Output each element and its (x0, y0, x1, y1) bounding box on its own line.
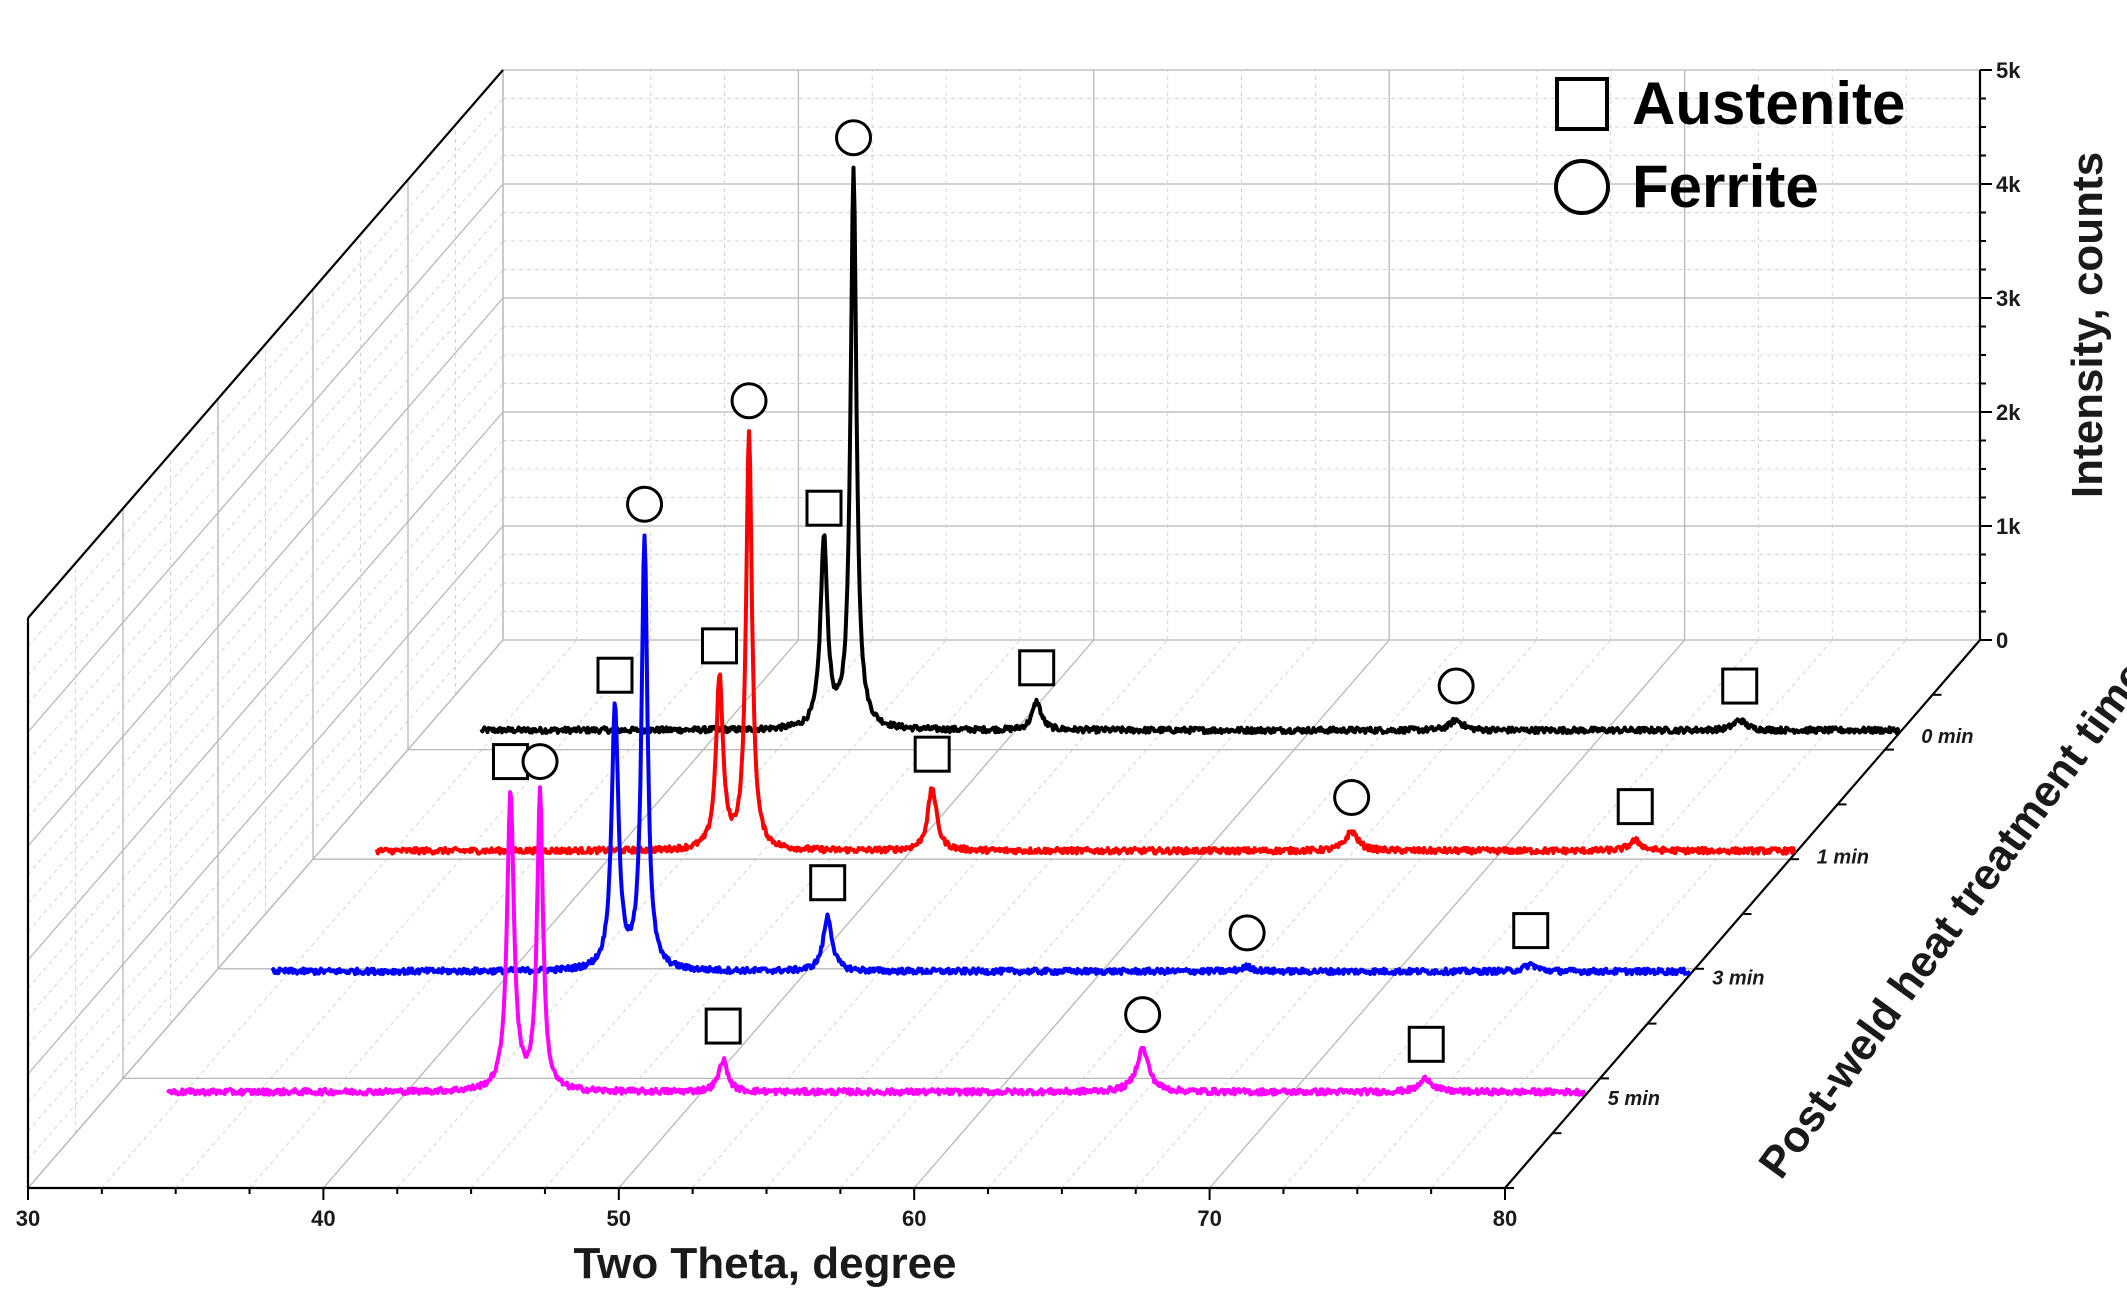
series-line-1-min (374, 429, 1797, 856)
austenite-square-marker (596, 656, 634, 694)
floor-diag (839, 639, 1316, 1189)
series-traces: 0 min 1 min 3 min 5 min (166, 165, 1974, 1110)
legend-label-austenite: Austenite (1632, 70, 1905, 137)
y-tick-label: 3k (1996, 286, 2021, 311)
series-label: 1 min (1817, 847, 1869, 869)
left-wall-diag (27, 354, 504, 904)
austenite-square-marker (1721, 667, 1759, 705)
ferrite-circle-marker (835, 119, 873, 157)
floor-diag (1430, 639, 1907, 1189)
ferrite-circle-marker (1437, 667, 1475, 705)
floor-diag (987, 639, 1464, 1189)
floor-diag (1061, 639, 1538, 1189)
y-tick-label: 5k (1996, 58, 2021, 83)
left-wall-diag (27, 297, 504, 847)
x-tick-label: 80 (1493, 1206, 1517, 1231)
austenite-square-marker (700, 627, 738, 665)
legend: Austenite Ferrite (1554, 70, 1905, 220)
y-tick-label: 0 (1996, 628, 2008, 653)
ferrite-circle-marker (1228, 914, 1266, 952)
left-wall-diag (27, 554, 504, 1103)
ferrite-circle-marker (1333, 778, 1371, 816)
floor-diag (175, 639, 652, 1189)
austenite-square-marker (704, 1007, 742, 1045)
left-wall-diag (27, 497, 504, 1046)
ferrite-circle-marker (626, 485, 664, 523)
floor-diag (322, 639, 799, 1189)
y-tick-label: 1k (1996, 514, 2021, 539)
floor-diag (544, 639, 1021, 1189)
ferrite-circle-marker (730, 382, 768, 420)
austenite-square-marker (1512, 912, 1550, 950)
x-tick-label: 60 (902, 1206, 926, 1231)
floor-diag (470, 639, 947, 1189)
austenite-square-marker (1407, 1025, 1445, 1063)
tick-labels: 30 40 50 60 70 80 0 1k 2k 3k 4k 5k (16, 58, 2021, 1231)
frame-edge (27, 69, 504, 619)
left-wall-diag (27, 98, 504, 647)
floor-diag (766, 639, 1242, 1189)
left-wall-diag (27, 240, 504, 790)
left-wall (27, 69, 504, 1189)
series-label: 0 min (1921, 726, 1973, 748)
floor-diag (249, 639, 725, 1189)
series-line-0-min (479, 165, 1901, 736)
floor-diag (101, 639, 578, 1189)
plot-frame (26, 69, 1992, 1200)
ferrite-circle-marker (521, 743, 559, 781)
floor-grid (27, 639, 1981, 1189)
austenite-square-marker (1616, 788, 1654, 826)
series-line-5-min (166, 785, 1587, 1097)
x-axis-title: Two Theta, degree (573, 1239, 956, 1288)
series-label: 3 min (1712, 967, 1764, 989)
x-tick-label: 50 (607, 1206, 631, 1231)
austenite-square-marker (809, 864, 847, 902)
austenite-square-marker (913, 735, 951, 773)
legend-label-ferrite: Ferrite (1632, 153, 1819, 220)
ferrite-legend-circle-icon (1554, 159, 1610, 215)
floor-diag (1135, 639, 1612, 1189)
ferrite-circle-marker (1124, 996, 1162, 1034)
y-tick-label: 4k (1996, 172, 2021, 197)
y-axis-title: Intensity, counts (2063, 152, 2112, 498)
floor-diag (913, 639, 1390, 1189)
x-tick-label: 30 (16, 1206, 40, 1231)
phase-markers (491, 119, 1759, 1063)
left-wall-diag (27, 440, 504, 989)
x-tick-label: 40 (311, 1206, 335, 1231)
left-wall-diag (27, 155, 504, 704)
series-label: 5 min (1608, 1088, 1660, 1110)
floor-diag (618, 639, 1095, 1189)
austenite-square-marker (1018, 649, 1056, 687)
x-tick-label: 70 (1197, 1206, 1221, 1231)
floor-diag (27, 639, 504, 1189)
left-wall-diag (27, 611, 504, 1160)
austenite-legend-square-icon (1555, 77, 1609, 131)
austenite-square-marker (805, 489, 843, 527)
series-line-3-min (270, 533, 1692, 977)
floor-diag (692, 639, 1169, 1189)
floor-diag (1356, 639, 1833, 1189)
y-tick-label: 2k (1996, 400, 2021, 425)
